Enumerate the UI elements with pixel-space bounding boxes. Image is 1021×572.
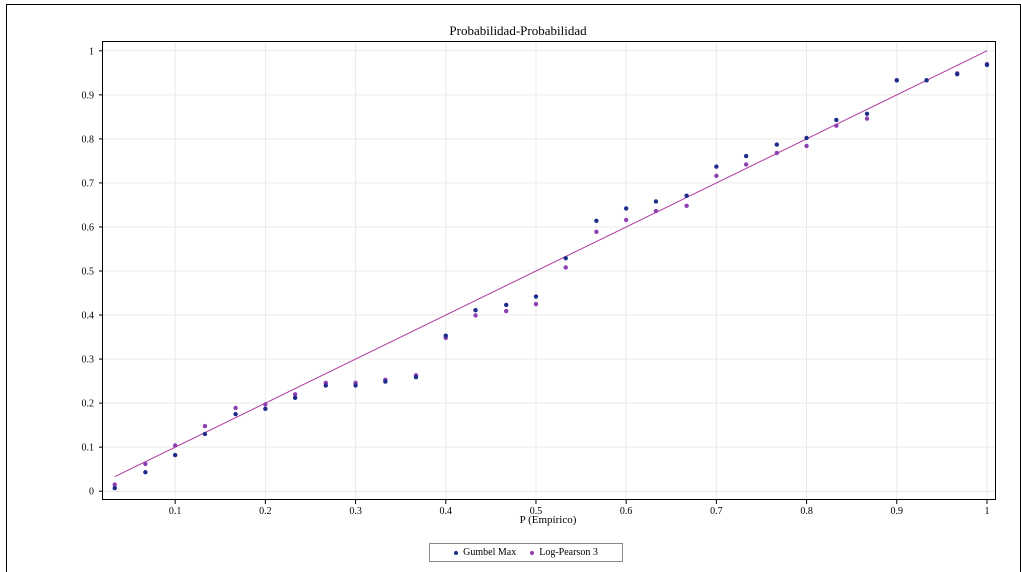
gumbel-point	[804, 135, 809, 141]
log-pearson-point	[623, 217, 629, 223]
y-tick-label: 0	[89, 487, 94, 498]
gumbel-point	[292, 395, 298, 401]
axis-ticks: 0.1 0.2 0.3 0.4 0.5 0.6 0.7 0.8 0.9 1 0 0.1 0.2 0.3 0.…	[82, 46, 990, 517]
y-tick-label: 1	[89, 46, 94, 57]
gumbel-point	[563, 256, 568, 261]
x-axis-label: P (Empírico)	[520, 514, 577, 526]
log-pearson-point	[292, 392, 298, 397]
gumbel-point	[143, 470, 148, 475]
gumbel-point	[172, 452, 178, 458]
x-tick-label: 0.8	[800, 506, 813, 517]
legend-marker-gumbel	[454, 550, 459, 555]
log-pearson-point	[202, 423, 208, 429]
reference-line	[114, 50, 988, 478]
x-tick-label: 0.6	[620, 506, 633, 517]
gumbel-point	[533, 294, 539, 299]
gumbel-point	[714, 164, 719, 169]
log-pearson-point	[263, 402, 268, 407]
log-pearson-point	[684, 203, 689, 209]
y-tick-label: 0.9	[82, 90, 95, 101]
gumbel-point	[473, 307, 478, 313]
log-pearson-point	[653, 208, 659, 214]
y-tick-label: 0.2	[82, 399, 95, 410]
log-pearson-point	[172, 443, 178, 448]
y-tick-label: 0.1	[82, 443, 95, 454]
legend-label-log-pearson: Log-Pearson 3	[539, 547, 598, 558]
gumbel-point	[924, 78, 929, 83]
gumbel-point	[112, 485, 117, 491]
gumbel-point	[894, 78, 899, 83]
y-tick-label: 0.4	[82, 311, 95, 322]
x-tick-label: 0.4	[440, 506, 453, 517]
grid-layer	[103, 42, 996, 500]
gumbel-point	[623, 206, 629, 211]
gumbel-point	[743, 153, 749, 159]
series-log-pearson-3	[112, 61, 990, 487]
log-pearson-point	[774, 150, 780, 156]
gumbel-point	[202, 431, 208, 437]
log-pearson-point	[864, 116, 870, 121]
log-pearson-point	[533, 301, 539, 307]
gumbel-point	[774, 142, 780, 147]
x-tick-label: 0.2	[259, 506, 272, 517]
gumbel-point	[263, 406, 268, 412]
y-tick-label: 0.7	[82, 178, 95, 189]
series-gumbel-max	[112, 62, 990, 491]
x-tick-label: 0.9	[891, 506, 904, 517]
gumbel-point	[383, 379, 388, 384]
log-pearson-point	[233, 405, 238, 411]
y-tick-label: 0.5	[82, 267, 95, 278]
gumbel-point	[353, 383, 358, 388]
gumbel-point	[955, 71, 960, 77]
legend: Gumbel Max Log-Pearson 3	[429, 543, 623, 562]
reference-line-layer	[114, 50, 988, 478]
log-pearson-point	[504, 308, 509, 314]
gumbel-point	[233, 411, 238, 417]
x-tick-label: 0.5	[530, 506, 543, 517]
log-pearson-point	[473, 313, 478, 318]
log-pearson-point	[563, 265, 568, 270]
gumbel-point	[684, 193, 689, 198]
log-pearson-point	[834, 123, 839, 128]
y-tick-label: 0.6	[82, 222, 95, 233]
x-tick-label: 0.7	[710, 506, 723, 517]
gumbel-point	[443, 333, 448, 338]
y-tick-label: 0.8	[82, 134, 95, 145]
chart-title: Probabilidad-Probabilidad	[449, 23, 587, 38]
gumbel-point	[413, 374, 419, 380]
x-tick-label: 1	[984, 506, 989, 517]
x-tick-label: 0.1	[169, 506, 182, 517]
y-tick-label: 0.3	[82, 355, 95, 366]
window-border	[6, 4, 1021, 572]
log-pearson-point	[804, 143, 809, 149]
log-pearson-point	[143, 461, 148, 467]
legend-item-log-pearson: Log-Pearson 3	[530, 547, 598, 558]
gumbel-point	[504, 302, 509, 308]
points-layer	[112, 61, 990, 491]
legend-label-gumbel: Gumbel Max	[463, 547, 517, 558]
gumbel-point	[834, 117, 839, 123]
log-pearson-point	[112, 482, 117, 487]
log-pearson-point	[743, 162, 749, 167]
log-pearson-point	[594, 229, 599, 235]
gumbel-point	[984, 62, 990, 68]
gumbel-point	[594, 218, 599, 223]
legend-item-gumbel: Gumbel Max	[454, 547, 516, 558]
log-pearson-point	[714, 173, 719, 179]
gumbel-point	[653, 199, 659, 204]
legend-marker-log-pearson	[530, 550, 535, 555]
gumbel-point	[864, 111, 870, 116]
gumbel-point	[323, 383, 328, 388]
x-tick-label: 0.3	[349, 506, 362, 517]
